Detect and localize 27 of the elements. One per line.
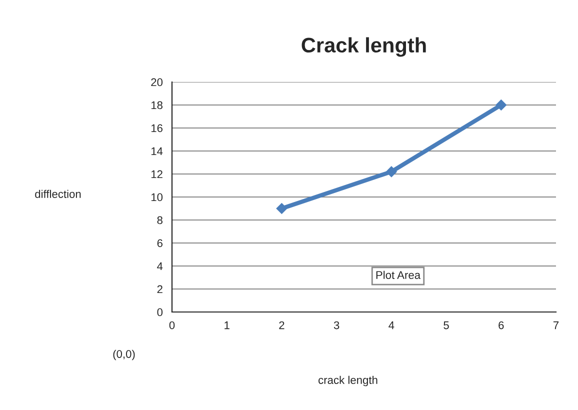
x-tick-label: 6 [498, 321, 504, 330]
text: crack length [318, 376, 378, 386]
x-tick-label: 4 [388, 321, 394, 330]
y-tick-label: 0 [157, 308, 163, 316]
x-tick-label: 1 [224, 321, 230, 330]
y-tick-label: 20 [151, 78, 163, 86]
y-tick-label: 12 [151, 170, 162, 178]
text: (0,0) [113, 350, 135, 360]
x-tick-label: 7 [553, 321, 559, 330]
y-tick-label: 6 [157, 239, 162, 248]
y-tick-label: 2 [157, 285, 162, 294]
y-tick-label: 4 [157, 262, 163, 270]
y-tick-label: 8 [157, 216, 162, 224]
x-tick-label: 3 [334, 321, 340, 330]
chart-title: Crack length [302, 37, 426, 57]
x-tick-label: 2 [279, 321, 284, 330]
point [386, 166, 397, 178]
x-tick-label: 0 [169, 321, 175, 330]
text: difflection [35, 190, 81, 198]
annotation: Plot Area [376, 270, 421, 279]
y-tick-label: 18 [151, 101, 162, 110]
y-tick-label: 14 [151, 147, 163, 156]
x-tick-label: 5 [444, 321, 449, 330]
y-tick-label: 10 [151, 193, 163, 202]
point [276, 203, 288, 214]
point [496, 100, 507, 110]
y-tick-label: 16 [151, 124, 162, 132]
